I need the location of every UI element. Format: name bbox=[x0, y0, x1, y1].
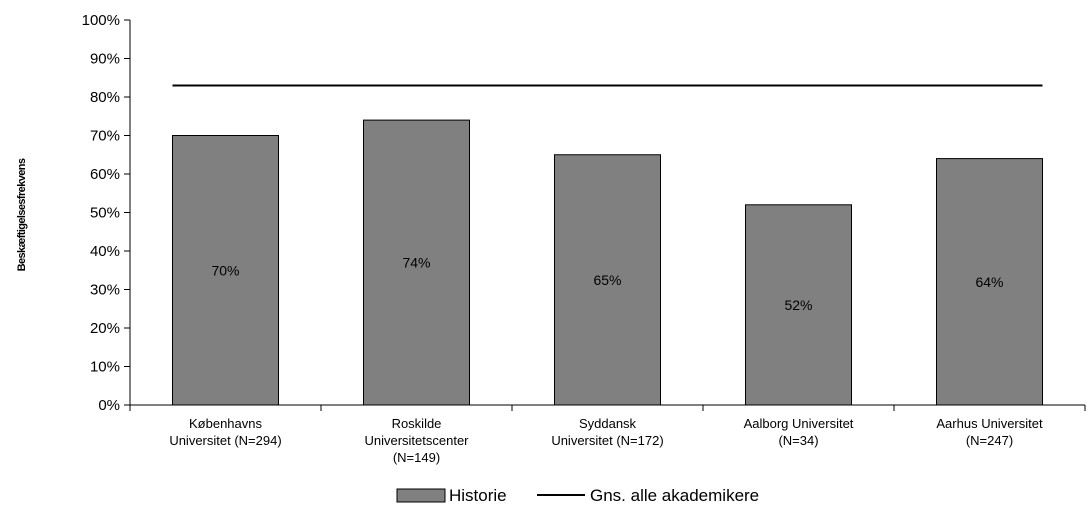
bar-data-label: 64% bbox=[975, 274, 1003, 290]
y-tick-label: 30% bbox=[90, 282, 120, 299]
bar-data-label: 74% bbox=[402, 255, 430, 271]
bar bbox=[554, 154, 661, 406]
x-axis: Københavns Universitet (N=294) Roskilde Uni… bbox=[129, 404, 1086, 465]
x-tick-label: Aalborg Universitet (N=34) bbox=[744, 416, 854, 448]
bar-data-label: 65% bbox=[593, 272, 621, 288]
bar bbox=[363, 119, 470, 406]
y-axis-label: Beskæftigelsesfrekvens bbox=[16, 158, 28, 271]
x-tick-label: Aarhus Universitet (N=247) bbox=[936, 416, 1043, 448]
y-tick-label: 60% bbox=[90, 166, 120, 183]
bars: 70% 74% 65% 52% 64% bbox=[172, 119, 1043, 406]
y-tick-label: 70% bbox=[90, 128, 120, 145]
x-tick-label: Roskilde Universitetscenter (N=149) bbox=[364, 416, 469, 465]
y-tick-label: 90% bbox=[90, 51, 120, 68]
y-axis: 0% 10% 20% 30% 40% 50% 60% 70% 80% 90% 100% bbox=[82, 12, 131, 414]
legend-label-average: Gns. alle akademikere bbox=[590, 486, 759, 505]
legend-swatch-historie bbox=[396, 488, 446, 503]
y-tick-label: 80% bbox=[90, 89, 120, 106]
y-tick-label: 10% bbox=[90, 359, 120, 376]
x-tick-label: Københavns Universitet (N=294) bbox=[169, 416, 281, 448]
y-tick-label: 0% bbox=[98, 397, 120, 414]
y-tick-label: 20% bbox=[90, 320, 120, 337]
bar bbox=[936, 158, 1043, 406]
y-tick-label: 100% bbox=[82, 12, 120, 29]
y-tick-label: 40% bbox=[90, 243, 120, 260]
y-tick-label: 50% bbox=[90, 205, 120, 222]
bar bbox=[172, 135, 279, 406]
legend: Historie Gns. alle akademikere bbox=[396, 486, 759, 505]
bar bbox=[745, 204, 852, 406]
x-tick-label: Syddansk Universitet (N=172) bbox=[551, 416, 663, 448]
bar-data-label: 52% bbox=[784, 297, 812, 313]
legend-label-historie: Historie bbox=[449, 486, 507, 505]
bar-data-label: 70% bbox=[211, 262, 239, 278]
